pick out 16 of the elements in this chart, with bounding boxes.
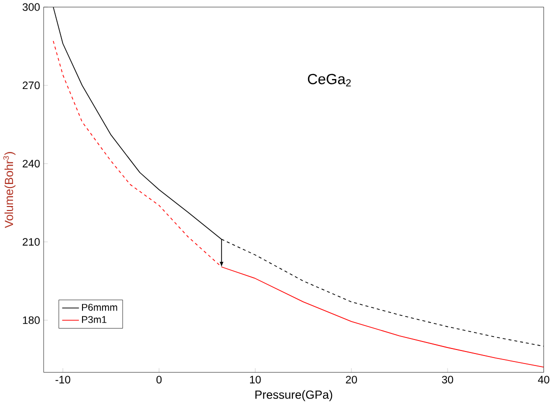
x-tick-label: 30	[442, 376, 454, 384]
x-tick-label: 20	[346, 376, 357, 384]
legend-label: P6mmm	[82, 304, 118, 311]
y-tick-label: 210	[22, 238, 40, 246]
y-tick-label: 180	[23, 316, 40, 324]
y-tick-label: 240	[22, 160, 40, 168]
x-tick-label: 40	[538, 376, 550, 384]
annotation: CeGa$_{2}$	[308, 74, 351, 86]
legend-label: P3m1	[82, 316, 106, 323]
x-tick-label: -10	[56, 376, 70, 384]
x-tick-label: 10	[250, 376, 261, 384]
y-tick-label: 300	[22, 3, 40, 11]
y-tick-label: 270	[22, 81, 40, 89]
x-axis-title: Pressure(GPa)	[255, 390, 332, 401]
x-tick-label: 0	[156, 376, 162, 384]
y-axis-title: Volume(Bohr$^{3}$)	[3, 152, 16, 228]
